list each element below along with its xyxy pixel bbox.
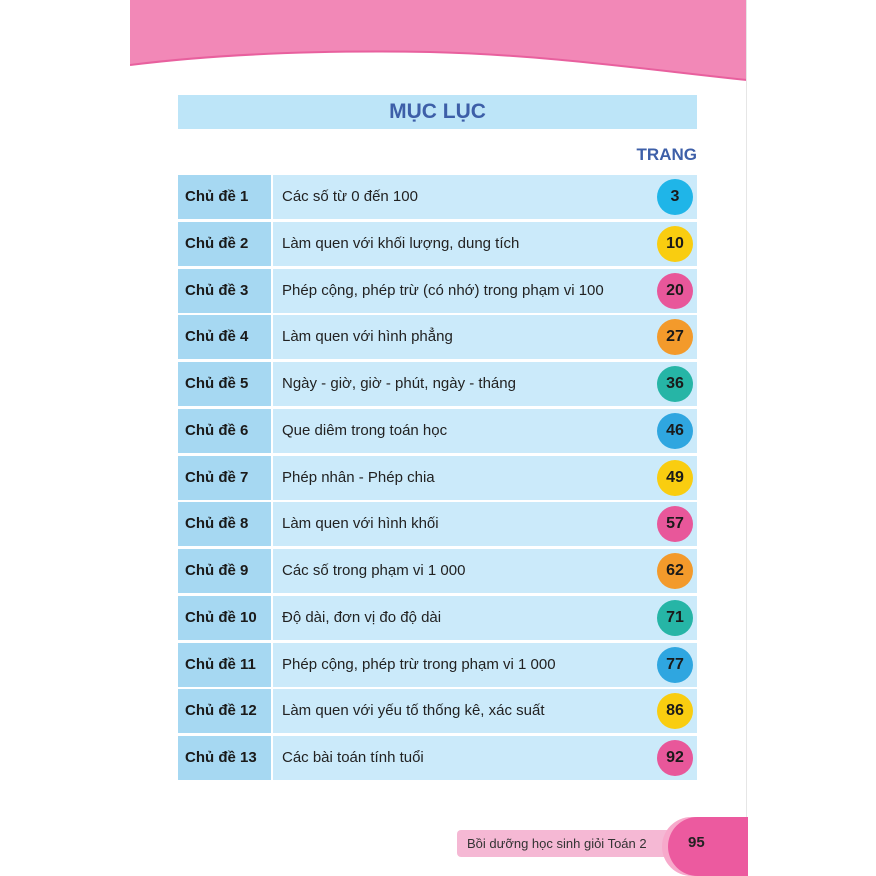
page-column-header: TRANG bbox=[636, 145, 697, 164]
page-badge: 46 bbox=[657, 412, 693, 449]
topic-text: Ngày - giờ, giờ - phút, ngày - tháng bbox=[282, 375, 516, 392]
topic-label: Chủ đề 9 bbox=[178, 549, 271, 593]
toc-row: Chủ đề 2 Làm quen với khối lượng, dung t… bbox=[178, 221, 697, 266]
toc-title: MỤC LỤC bbox=[178, 95, 697, 129]
toc-row: Chủ đề 3 Phép cộng, phép trừ (có nhớ) tr… bbox=[178, 268, 697, 313]
topic-title: Phép nhân - Phép chia 49 bbox=[273, 455, 697, 500]
topic-title: Ngày - giờ, giờ - phút, ngày - tháng 36 bbox=[273, 362, 697, 406]
topic-label: Chủ đề 6 bbox=[178, 408, 271, 453]
toc-row: Chủ đề 11 Phép cộng, phép trừ trong phạm… bbox=[178, 642, 697, 687]
toc-row: Chủ đề 4 Làm quen với hình phẳng 27 bbox=[178, 315, 697, 360]
topic-text: Que diêm trong toán học bbox=[282, 421, 448, 439]
toc-row: Chủ đề 6 Que diêm trong toán học 46 bbox=[178, 408, 697, 453]
topic-title: Làm quen với hình khối 57 bbox=[273, 502, 697, 547]
page-number: 95 bbox=[688, 834, 705, 851]
topic-text: Phép cộng, phép trừ trong phạm vi 1 000 bbox=[282, 655, 556, 673]
topic-label: Chủ đề 5 bbox=[178, 362, 271, 406]
toc-row: Chủ đề 9 Các số trong phạm vi 1 000 62 bbox=[178, 549, 697, 593]
toc-row: Chủ đề 7 Phép nhân - Phép chia 49 bbox=[178, 455, 697, 500]
topic-title: Các số trong phạm vi 1 000 62 bbox=[273, 549, 697, 593]
page-edge bbox=[746, 0, 747, 876]
page-badge: 10 bbox=[657, 225, 693, 262]
page-badge: 92 bbox=[657, 740, 693, 776]
topic-title: Làm quen với yếu tố thống kê, xác suất 8… bbox=[273, 689, 697, 734]
toc-row: Chủ đề 5 Ngày - giờ, giờ - phút, ngày - … bbox=[178, 362, 697, 406]
topic-text: Các bài toán tính tuổi bbox=[282, 749, 424, 766]
page-badge: 27 bbox=[657, 319, 693, 356]
page-badge: 71 bbox=[657, 599, 693, 636]
topic-text: Làm quen với khối lượng, dung tích bbox=[282, 234, 520, 252]
page-badge: 49 bbox=[657, 459, 693, 496]
topic-text: Phép cộng, phép trừ (có nhớ) trong phạm … bbox=[282, 281, 604, 299]
topic-label: Chủ đề 8 bbox=[178, 502, 271, 547]
topic-title: Que diêm trong toán học 46 bbox=[273, 408, 697, 453]
topic-label: Chủ đề 12 bbox=[178, 689, 271, 734]
toc-row: Chủ đề 8 Làm quen với hình khối 57 bbox=[178, 502, 697, 547]
toc-row: Chủ đề 1 Các số từ 0 đến 100 3 bbox=[178, 175, 697, 219]
topic-text: Làm quen với hình phẳng bbox=[282, 328, 453, 346]
topic-title: Độ dài, đơn vị đo độ dài 71 bbox=[273, 595, 697, 640]
topic-title: Các số từ 0 đến 100 3 bbox=[273, 175, 697, 219]
topic-title: Các bài toán tính tuổi 92 bbox=[273, 736, 697, 780]
topic-label: Chủ đề 4 bbox=[178, 315, 271, 360]
toc-row: Chủ đề 10 Độ dài, đơn vị đo độ dài 71 bbox=[178, 595, 697, 640]
topic-text: Làm quen với yếu tố thống kê, xác suất bbox=[282, 702, 545, 720]
page-badge: 36 bbox=[657, 366, 693, 402]
header-wave-band bbox=[130, 0, 747, 81]
footer-book-title: Bồi dưỡng học sinh giỏi Toán 2 bbox=[457, 830, 687, 857]
page-badge: 20 bbox=[657, 272, 693, 309]
topic-label: Chủ đề 3 bbox=[178, 268, 271, 313]
page-badge: 77 bbox=[657, 646, 693, 683]
page-badge: 86 bbox=[657, 693, 693, 730]
page-badge: 3 bbox=[657, 179, 693, 215]
page-badge: 62 bbox=[657, 553, 693, 589]
page-number-tab bbox=[668, 817, 748, 876]
topic-text: Phép nhân - Phép chia bbox=[282, 468, 435, 486]
topic-text: Làm quen với hình khối bbox=[282, 515, 439, 533]
topic-text: Độ dài, đơn vị đo độ dài bbox=[282, 608, 442, 626]
topic-title: Phép cộng, phép trừ trong phạm vi 1 000 … bbox=[273, 642, 697, 687]
topic-label: Chủ đề 10 bbox=[178, 595, 271, 640]
topic-label: Chủ đề 2 bbox=[178, 221, 271, 266]
topic-label: Chủ đề 13 bbox=[178, 736, 271, 780]
topic-label: Chủ đề 7 bbox=[178, 455, 271, 500]
topic-title: Làm quen với khối lượng, dung tích 10 bbox=[273, 221, 697, 266]
page-badge: 57 bbox=[657, 506, 693, 543]
topic-text: Các số trong phạm vi 1 000 bbox=[282, 562, 466, 579]
topic-title: Phép cộng, phép trừ (có nhớ) trong phạm … bbox=[273, 268, 697, 313]
topic-label: Chủ đề 11 bbox=[178, 642, 271, 687]
topic-title: Làm quen với hình phẳng 27 bbox=[273, 315, 697, 360]
toc-row: Chủ đề 13 Các bài toán tính tuổi 92 bbox=[178, 736, 697, 780]
toc-row: Chủ đề 12 Làm quen với yếu tố thống kê, … bbox=[178, 689, 697, 734]
topic-label: Chủ đề 1 bbox=[178, 175, 271, 219]
topic-text: Các số từ 0 đến 100 bbox=[282, 188, 418, 205]
